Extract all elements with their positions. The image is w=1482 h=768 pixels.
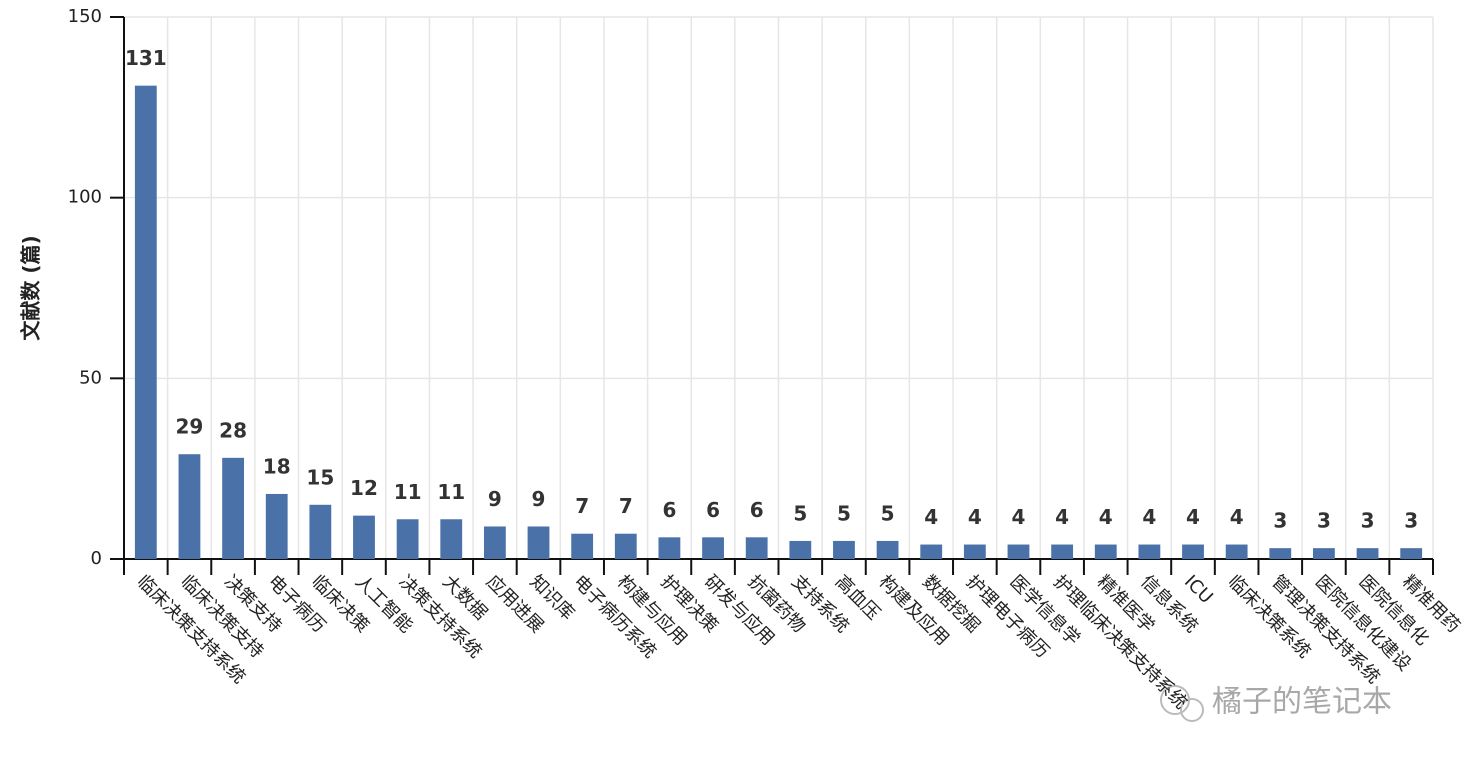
bar bbox=[1182, 544, 1204, 559]
value-label: 4 bbox=[924, 505, 938, 529]
value-label: 18 bbox=[263, 454, 291, 478]
value-label: 28 bbox=[219, 418, 247, 442]
value-label: 5 bbox=[793, 501, 807, 525]
y-tick-label: 50 bbox=[79, 367, 102, 388]
y-axis-label: 文献数 (篇) bbox=[19, 235, 43, 340]
bar bbox=[1400, 548, 1423, 559]
value-label: 3 bbox=[1317, 509, 1331, 533]
value-label: 29 bbox=[176, 415, 204, 439]
bar bbox=[920, 544, 943, 559]
bar bbox=[1356, 548, 1379, 559]
value-label: 4 bbox=[1099, 505, 1113, 529]
value-label: 5 bbox=[881, 501, 895, 525]
bar bbox=[833, 540, 855, 559]
value-label: 4 bbox=[1012, 505, 1026, 529]
bar bbox=[1138, 544, 1161, 559]
watermark bbox=[1160, 685, 1204, 722]
bar bbox=[702, 537, 724, 559]
bar bbox=[1051, 544, 1074, 559]
bar bbox=[396, 519, 419, 559]
value-label: 7 bbox=[619, 494, 633, 518]
y-tick-label: 100 bbox=[68, 187, 102, 208]
value-label: 4 bbox=[968, 505, 982, 529]
watermark-icon bbox=[1180, 698, 1204, 722]
bar bbox=[178, 454, 201, 559]
bar bbox=[963, 544, 986, 559]
value-label: 9 bbox=[532, 487, 546, 511]
x-tick-label: ICU bbox=[1180, 571, 1217, 608]
bar bbox=[1094, 544, 1117, 559]
value-label: 11 bbox=[394, 480, 422, 504]
bar bbox=[1269, 548, 1292, 559]
y-tick-label: 150 bbox=[68, 6, 102, 27]
value-label: 12 bbox=[350, 476, 378, 500]
bar bbox=[571, 533, 594, 559]
value-label: 6 bbox=[706, 498, 720, 522]
bar bbox=[222, 457, 244, 559]
value-label: 3 bbox=[1404, 509, 1418, 533]
value-label: 9 bbox=[488, 487, 502, 511]
bar bbox=[614, 533, 637, 559]
y-tick-label: 0 bbox=[91, 548, 102, 569]
bar bbox=[1225, 544, 1248, 559]
bar bbox=[1007, 544, 1030, 559]
bar bbox=[876, 540, 899, 559]
bar bbox=[483, 526, 506, 559]
value-label: 6 bbox=[662, 498, 676, 522]
value-label: 15 bbox=[306, 465, 334, 489]
value-label: 4 bbox=[1142, 505, 1156, 529]
bar bbox=[309, 504, 332, 559]
value-label: 3 bbox=[1361, 509, 1375, 533]
bar bbox=[527, 526, 550, 559]
value-label: 4 bbox=[1186, 505, 1200, 529]
value-label: 5 bbox=[837, 501, 851, 525]
bar bbox=[440, 519, 463, 559]
value-label: 6 bbox=[750, 498, 764, 522]
value-label: 11 bbox=[437, 480, 465, 504]
bar bbox=[658, 537, 681, 559]
value-label: 131 bbox=[125, 46, 167, 70]
value-label: 7 bbox=[575, 494, 589, 518]
bar bbox=[745, 537, 768, 559]
bar bbox=[1313, 548, 1335, 559]
bar bbox=[789, 540, 812, 559]
watermark-text: 橘子的笔记本 bbox=[1212, 685, 1392, 720]
bar bbox=[265, 493, 288, 559]
bar bbox=[353, 515, 375, 559]
value-label: 4 bbox=[1055, 505, 1069, 529]
bar bbox=[134, 85, 157, 560]
value-label: 3 bbox=[1273, 509, 1287, 533]
value-label: 4 bbox=[1230, 505, 1244, 529]
